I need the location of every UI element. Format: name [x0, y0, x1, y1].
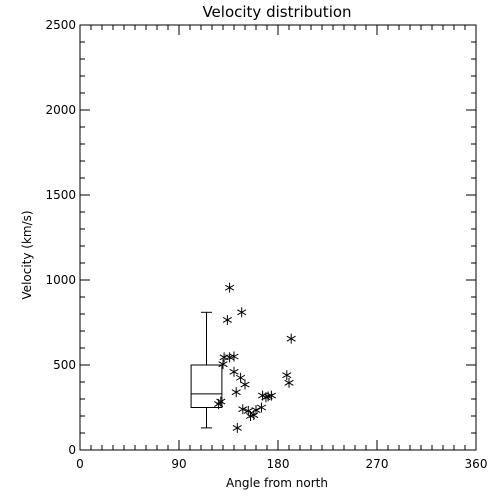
- data-point: [263, 391, 273, 402]
- tick-labels: 0 90 180 270 360 0 500 1000 1500 2000 2500: [45, 18, 487, 471]
- data-point: [245, 411, 256, 421]
- data-point: [218, 359, 228, 370]
- data-points: [214, 282, 296, 433]
- boxplot: [190, 311, 223, 429]
- data-point: [225, 282, 235, 293]
- chart-title: Velocity distribution: [202, 3, 351, 21]
- data-point: [219, 352, 229, 363]
- data-point: [231, 387, 241, 398]
- y-tick-label: 0: [68, 443, 76, 457]
- x-tick-label: 180: [267, 457, 290, 471]
- x-axis-label: Angle from north: [226, 476, 328, 490]
- plot-frame: [79, 24, 477, 451]
- data-point: [236, 372, 246, 383]
- axis-ticks: [79, 24, 477, 451]
- data-point: [229, 351, 239, 362]
- y-tick-label: 500: [53, 358, 76, 372]
- x-tick-label: 90: [171, 457, 186, 471]
- data-point: [214, 399, 224, 410]
- data-point: [256, 402, 267, 413]
- x-tick-label: 270: [366, 457, 389, 471]
- data-point: [229, 366, 239, 377]
- data-point: [282, 370, 292, 381]
- y-tick-label: 2000: [45, 103, 76, 117]
- data-point: [238, 404, 248, 415]
- y-tick-label: 1500: [45, 188, 76, 202]
- y-tick-label: 2500: [45, 18, 76, 32]
- data-point: [237, 307, 247, 318]
- x-tick-label: 360: [465, 457, 488, 471]
- data-point: [232, 422, 242, 433]
- data-point: [258, 390, 268, 401]
- x-tick-label: 0: [76, 457, 84, 471]
- data-point: [251, 405, 261, 416]
- data-point: [286, 333, 296, 344]
- boxplot-box: [190, 364, 223, 408]
- y-tick-label: 1000: [45, 273, 76, 287]
- data-point: [240, 379, 250, 390]
- data-point: [222, 314, 232, 325]
- data-point: [284, 377, 294, 388]
- y-axis-label: Velocity (km/s): [20, 210, 34, 299]
